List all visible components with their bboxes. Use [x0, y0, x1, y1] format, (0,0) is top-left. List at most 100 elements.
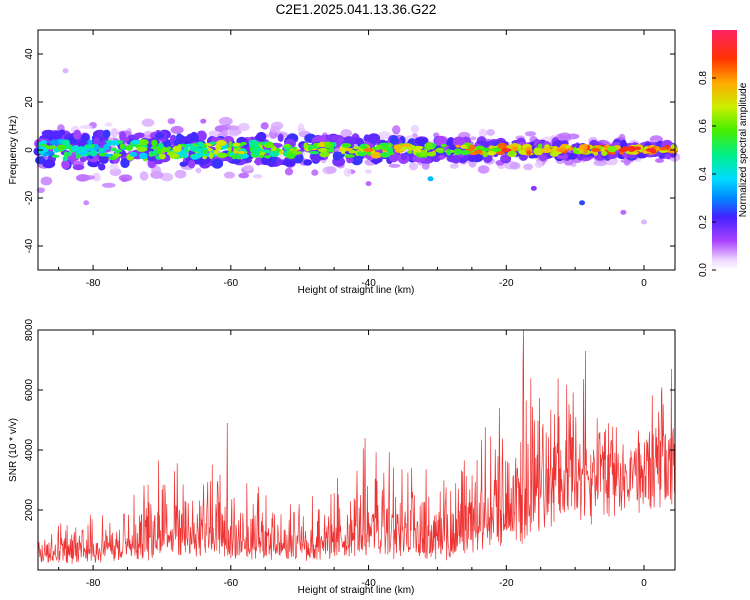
colorbar-tick-label: 0.2 [698, 215, 709, 229]
heatmap-cell [309, 151, 319, 155]
heatmap-cell [110, 147, 117, 152]
heatmap-cell [307, 144, 313, 151]
heatmap-cell [109, 163, 119, 171]
heatmap-cell [176, 133, 183, 140]
heatmap-cell [179, 161, 188, 167]
heatmap-cell [480, 147, 491, 152]
heatmap-cell [238, 172, 250, 179]
heatmap-cell [235, 153, 241, 160]
heatmap-cell [233, 150, 239, 154]
heatmap-cell [659, 147, 668, 151]
heatmap-cell [223, 171, 236, 179]
heatmap-cell [455, 144, 461, 148]
heatmap-cell [36, 187, 45, 194]
heatmap-point [62, 68, 69, 74]
heatmap-cell [470, 136, 477, 141]
spectrogram-y-ticks: -40 -20 0 20 40 [24, 48, 675, 253]
heatmap-cell [120, 157, 130, 169]
spectrogram-x-axis-label: Height of straight line (km) [298, 285, 415, 296]
heatmap-cell [195, 167, 202, 174]
heatmap-cell [228, 125, 240, 131]
heatmap-cell [196, 141, 204, 148]
heatmap-cell [482, 151, 488, 158]
heatmap-cell [478, 128, 488, 138]
heatmap-cell [538, 154, 548, 161]
heatmap-cell [346, 156, 354, 164]
heatmap-cell [303, 142, 308, 149]
heatmap-cell [129, 151, 138, 157]
heatmap-cell [208, 130, 219, 137]
heatmap-cell [558, 132, 572, 141]
heatmap-cell [459, 150, 471, 156]
heatmap-cell [286, 152, 296, 159]
heatmap-cell [231, 154, 238, 160]
heatmap-cell [87, 139, 93, 145]
heatmap-cell [79, 124, 93, 130]
y-tick-label: 8000 [24, 318, 35, 341]
heatmap-cell [242, 164, 254, 172]
snr-y-ticks: 2000 4000 6000 8000 [24, 318, 675, 521]
heatmap-hotspot [645, 148, 656, 152]
heatmap-cell [117, 139, 124, 144]
heatmap-hotspot [590, 148, 601, 152]
heatmap-cell [93, 136, 100, 147]
colorbar-tick-label: 0.0 [698, 263, 709, 277]
heatmap-cell [218, 116, 233, 126]
heatmap-cell [101, 182, 116, 188]
heatmap-cell [221, 129, 229, 137]
y-tick-label: 2000 [24, 498, 35, 521]
heatmap-cell [268, 150, 280, 157]
spectrogram-y-axis-label: Frequency (Hz) [8, 116, 19, 185]
heatmap-cell [375, 144, 381, 151]
heatmap-cell [410, 124, 419, 133]
x-tick-label: -60 [224, 578, 239, 589]
heatmap-cell [667, 147, 677, 154]
heatmap-cell [337, 137, 344, 143]
heatmap-cell [601, 150, 608, 156]
heatmap-cell [400, 153, 408, 161]
heatmap-cell [158, 153, 166, 160]
heatmap-cell [297, 123, 305, 133]
heatmap-cell [284, 143, 291, 148]
heatmap-cell [269, 125, 281, 133]
x-tick-label: 0 [641, 578, 647, 589]
heatmap-cell [511, 146, 519, 152]
heatmap-cell [319, 151, 330, 158]
heatmap-cell [340, 129, 353, 138]
heatmap-cell [477, 165, 490, 174]
heatmap-cell [359, 145, 369, 150]
heatmap-cell [619, 151, 624, 155]
heatmap-cell [500, 155, 509, 162]
heatmap-cell [571, 143, 579, 150]
heatmap-cell [227, 129, 240, 137]
heatmap-cell [213, 149, 219, 155]
heatmap-cell [468, 144, 475, 151]
heatmap-cell [151, 165, 162, 176]
heatmap-cell [654, 146, 660, 151]
heatmap-cell [284, 167, 294, 176]
y-tick-label: 6000 [24, 378, 35, 401]
heatmap-cell [424, 142, 433, 150]
heatmap-cell [446, 148, 452, 156]
heatmap-cell [523, 163, 534, 171]
heatmap-cell [325, 166, 337, 174]
heatmap-cell [232, 142, 241, 147]
heatmap-point [579, 200, 586, 206]
heatmap-cell [159, 172, 174, 182]
heatmap-cell [138, 139, 149, 146]
heatmap-cell [393, 144, 402, 151]
spectrogram-x-ticks: -80 -60 -40 -20 0 [58, 30, 647, 289]
x-tick-label: -80 [86, 278, 101, 289]
heatmap-cell [202, 155, 207, 160]
heatmap-cell [452, 136, 466, 148]
heatmap-cell [565, 145, 571, 149]
heatmap-point [641, 219, 648, 225]
heatmap-cell [378, 131, 391, 140]
heatmap-cell [534, 160, 543, 169]
heatmap-cell [292, 146, 297, 150]
heatmap-cell [189, 146, 201, 152]
heatmap-cell [92, 172, 101, 182]
heatmap-cell [84, 144, 93, 149]
heatmap-cell [203, 149, 208, 154]
